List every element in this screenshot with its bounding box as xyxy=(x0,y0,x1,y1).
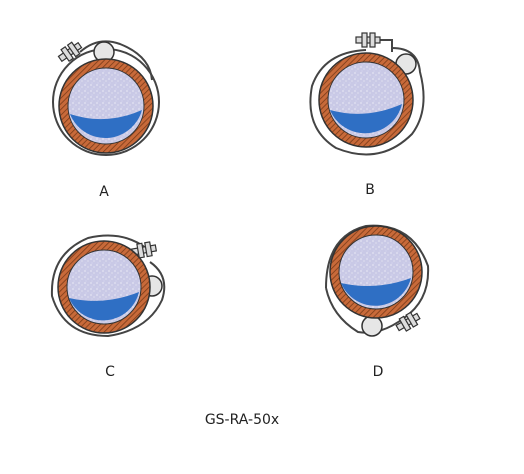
figure-caption: GS-RA-50x xyxy=(205,412,279,428)
bolt-icon xyxy=(355,32,381,48)
panel-label-b: B xyxy=(365,182,375,198)
clamp-band xyxy=(50,234,166,338)
clamp-band xyxy=(325,224,430,334)
pipe-assembly-a xyxy=(52,40,160,156)
panel-d: D xyxy=(325,224,430,380)
pipe-assembly-b xyxy=(309,32,425,156)
liquid-level xyxy=(70,110,142,139)
bolt-icon xyxy=(395,311,421,332)
liquid-level xyxy=(69,292,139,321)
panel-label-d: D xyxy=(373,364,384,380)
bolt-icon xyxy=(130,241,158,259)
panel-label-a: A xyxy=(99,184,109,200)
panel-a: A xyxy=(52,40,160,200)
bolt-icon xyxy=(57,41,83,63)
panel-label-c: C xyxy=(105,364,115,380)
liquid-level xyxy=(341,278,411,306)
panel-c: C xyxy=(50,234,166,380)
clamp-band xyxy=(309,47,425,156)
clamp-strap xyxy=(79,40,153,81)
pipe-assembly-c xyxy=(50,234,166,338)
panel-b: B xyxy=(309,32,425,198)
liquid-level xyxy=(330,104,402,134)
pipe-assembly-d xyxy=(325,224,430,337)
roller xyxy=(361,315,383,337)
